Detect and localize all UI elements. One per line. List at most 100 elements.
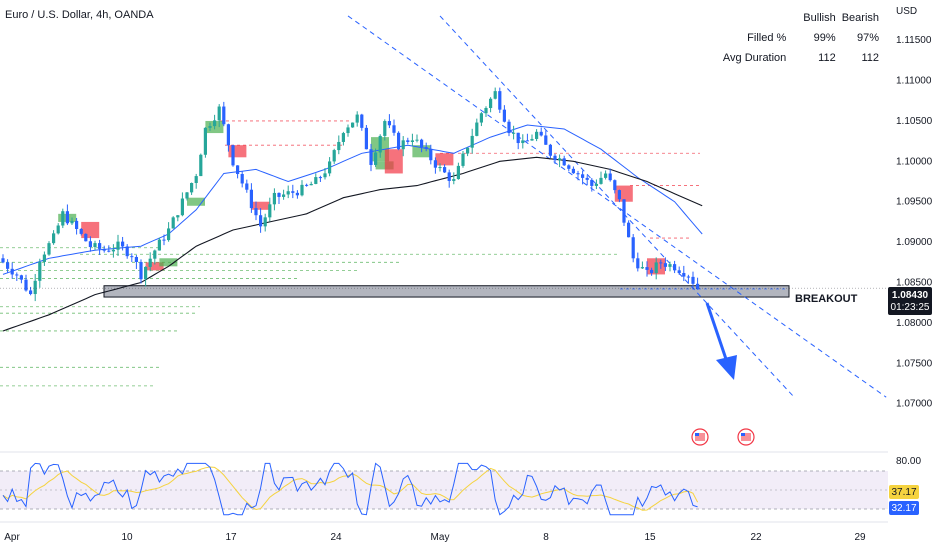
candle-body: [190, 182, 194, 193]
stats-header-bullish: Bullish: [803, 12, 836, 24]
rsi-tick-80: 80.00: [896, 456, 921, 467]
candle-body: [351, 122, 355, 128]
candle-body: [249, 189, 253, 209]
candle-body: [613, 180, 617, 191]
candle-body: [42, 254, 46, 262]
candle-body: [130, 256, 134, 258]
candle-body: [608, 173, 612, 181]
candle-body: [107, 250, 111, 252]
candle-body: [650, 269, 654, 274]
candle-body: [447, 172, 451, 181]
candle-body: [148, 258, 152, 267]
stats-duration-bearish: 112: [861, 52, 879, 64]
candle-body: [360, 114, 364, 128]
candle-body: [466, 147, 470, 154]
candle-body: [144, 266, 148, 280]
us-flag-icon-canton: [695, 433, 699, 436]
candle-body: [452, 179, 456, 181]
candle-body: [364, 127, 368, 150]
price-badge-timer: 01:23:25: [891, 302, 930, 313]
event-flag-2[interactable]: [737, 428, 755, 446]
candle-body: [645, 267, 649, 270]
bearish-fvg-box: [384, 149, 403, 174]
time-tick: 29: [854, 532, 866, 543]
candle-body: [29, 290, 33, 295]
candle-body: [576, 173, 580, 175]
candle-body: [498, 91, 502, 110]
candle-body: [567, 165, 571, 169]
candle-body: [378, 135, 382, 153]
candle-body: [512, 132, 516, 134]
candle-body: [401, 140, 405, 150]
rsi-line: [2, 462, 698, 516]
candle-body: [475, 122, 479, 136]
rsi-ma-badge: [889, 485, 919, 499]
candle-body: [489, 98, 493, 109]
candle-body: [585, 177, 589, 180]
time-axis[interactable]: Apr 10 17 24 May 8 15 22 29: [0, 521, 888, 543]
candle-body: [346, 127, 350, 134]
candle-body: [332, 150, 336, 162]
candle-body: [19, 275, 23, 280]
candle-body: [594, 183, 598, 186]
candle-body: [535, 131, 539, 139]
price-tick: 1.08000: [896, 318, 932, 329]
candle-body: [604, 173, 608, 178]
rsi-pane[interactable]: 80.00 37.17 32.17: [0, 451, 921, 516]
candle-body: [516, 132, 520, 144]
rsi-band: [0, 471, 888, 509]
candle-body: [259, 215, 263, 227]
price-axis[interactable]: USD 1.11500 1.11000 1.10500 1.10000 1.09500 1…: [896, 6, 932, 410]
candle-body: [309, 183, 313, 186]
candle-body: [162, 239, 166, 241]
candle-body: [217, 106, 221, 121]
candle-body: [636, 258, 640, 269]
candle-body: [337, 141, 341, 151]
candle-body: [24, 279, 28, 291]
candle-body: [61, 211, 65, 226]
candle-body: [525, 140, 529, 142]
candle-body: [677, 270, 681, 274]
candle-body: [88, 241, 92, 248]
candle-body: [125, 246, 129, 257]
candle-body: [571, 168, 575, 174]
candle-body: [682, 273, 686, 277]
candle-body: [507, 121, 511, 134]
candle-body: [654, 262, 658, 274]
event-flag-1[interactable]: [691, 428, 709, 446]
rsi-badge-text: 32.17: [891, 503, 916, 514]
candle-body: [502, 109, 506, 122]
stats-duration-bullish: 112: [818, 52, 836, 64]
candle-body: [521, 140, 525, 144]
candle-body: [286, 191, 290, 195]
candle-body: [663, 263, 667, 267]
rsi-badge: [889, 501, 919, 515]
bullish-fvg-box: [375, 161, 394, 170]
projection-arrow-shaft: [705, 302, 729, 363]
candle-body: [387, 121, 391, 126]
candle-body: [318, 177, 322, 179]
stats-table: Bullish Bearish Filled % 99% 97% Avg Dur…: [720, 10, 882, 70]
candle-body: [599, 177, 603, 184]
candle-body: [355, 114, 359, 123]
candle-body: [208, 126, 212, 128]
zones-layer: [0, 15, 887, 398]
price-tick: 1.10000: [896, 156, 932, 167]
candle-body: [268, 204, 272, 218]
price-tick: 1.07500: [896, 358, 932, 369]
candle-body: [10, 268, 14, 275]
candle-body: [116, 241, 120, 250]
candle-body: [433, 160, 437, 168]
candle-body: [456, 165, 460, 180]
candle-body: [530, 138, 534, 141]
candle-body: [429, 148, 433, 161]
candle-body: [167, 228, 171, 241]
candle-body: [341, 133, 345, 142]
candle-body: [102, 248, 106, 251]
candle-body: [185, 192, 189, 199]
us-flag-icon-stripes: [695, 433, 705, 441]
ma-slow-line: [2, 156, 703, 332]
candle-body: [581, 174, 585, 178]
candle-body: [553, 155, 557, 161]
